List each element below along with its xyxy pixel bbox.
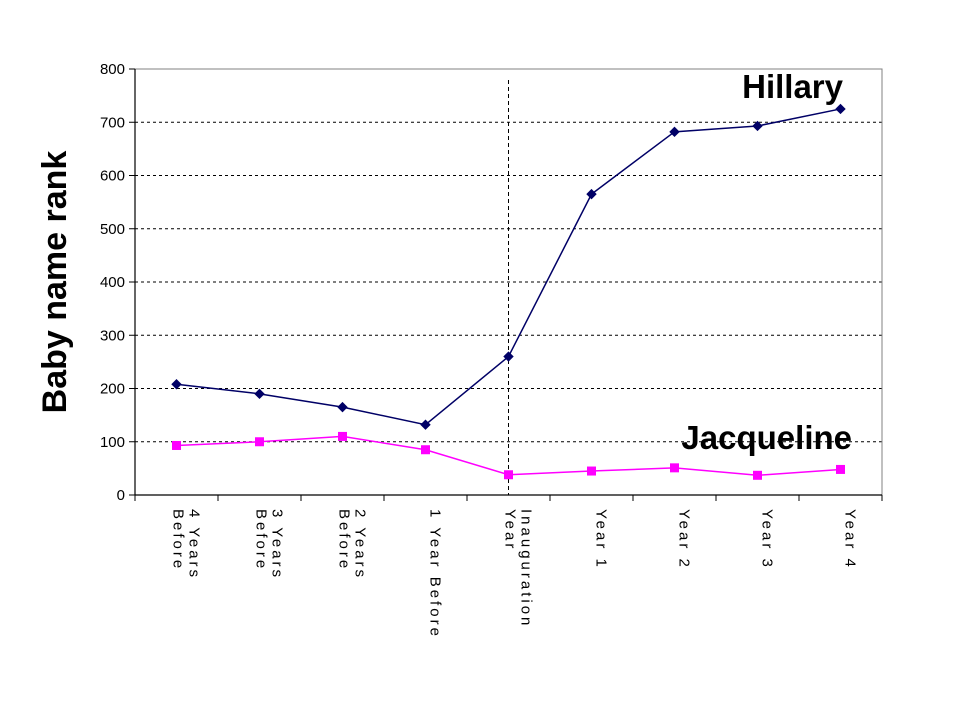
- point-hillary-1: [254, 388, 265, 400]
- point-jacqueline-1: [255, 437, 264, 447]
- x-tick-label-line: 4 Years: [186, 509, 203, 580]
- point-jacqueline-7: [753, 470, 762, 480]
- x-tick-label-8: Year 4: [842, 509, 859, 570]
- point-hillary-6: [669, 126, 680, 138]
- x-tick-label-3: 1 Year Before: [427, 509, 444, 639]
- y-tick-label-0: 0: [117, 487, 125, 504]
- series-label-hillary: Hillary: [742, 68, 844, 105]
- x-tick-label-6: Year 2: [676, 509, 693, 570]
- x-tick-label-line: 2 Years: [352, 509, 369, 580]
- y-tick-label-100: 100: [100, 434, 125, 451]
- x-tick-label-7: Year 3: [759, 509, 776, 570]
- y-tick-label-600: 600: [100, 168, 125, 185]
- point-jacqueline-2: [338, 431, 347, 441]
- y-tick-label-800: 800: [100, 61, 125, 78]
- point-hillary-0: [171, 379, 182, 390]
- y-axis-label: Baby name rank: [36, 151, 74, 414]
- point-hillary-7: [752, 120, 763, 132]
- y-tick-label-200: 200: [100, 381, 125, 398]
- x-tick-label-line: Year 1: [593, 509, 610, 570]
- point-jacqueline-3: [421, 445, 430, 455]
- point-hillary-2: [337, 401, 348, 413]
- point-hillary-8: [835, 103, 846, 115]
- axes: [129, 68, 883, 501]
- point-hillary-5: [586, 188, 597, 200]
- y-tick-label-500: 500: [100, 221, 125, 238]
- y-tick-label-400: 400: [100, 274, 125, 291]
- x-tick-label-line: Before: [170, 509, 187, 571]
- point-hillary-4: [503, 351, 514, 362]
- y-tick-label-700: 700: [100, 114, 125, 131]
- point-jacqueline-5: [587, 466, 596, 476]
- x-tick-label-line: 1 Year Before: [427, 509, 444, 639]
- x-tick-label-line: Inauguration: [518, 509, 535, 628]
- series-label-jacqueline: Jacqueline: [681, 419, 852, 456]
- x-tick-label-line: Before: [253, 509, 270, 571]
- x-tick-label-line: Year 4: [842, 509, 859, 570]
- series-group: [171, 103, 846, 480]
- x-tick-label-line: Year 3: [759, 509, 776, 570]
- point-jacqueline-8: [836, 464, 845, 474]
- x-tick-label-line: Year: [502, 509, 519, 551]
- x-tick-label-5: Year 1: [593, 509, 610, 570]
- x-tick-label-line: Year 2: [676, 509, 693, 570]
- point-jacqueline-0: [172, 440, 181, 450]
- y-tick-label-300: 300: [100, 327, 125, 344]
- y-tick-labels: 0 100 200 300 400 500 600 700 800: [100, 61, 125, 504]
- x-tick-label-line: 3 Years: [269, 509, 286, 580]
- x-tick-label-line: Before: [336, 509, 353, 571]
- point-hillary-3: [420, 419, 431, 430]
- point-jacqueline-4: [504, 470, 513, 480]
- point-jacqueline-6: [670, 463, 679, 473]
